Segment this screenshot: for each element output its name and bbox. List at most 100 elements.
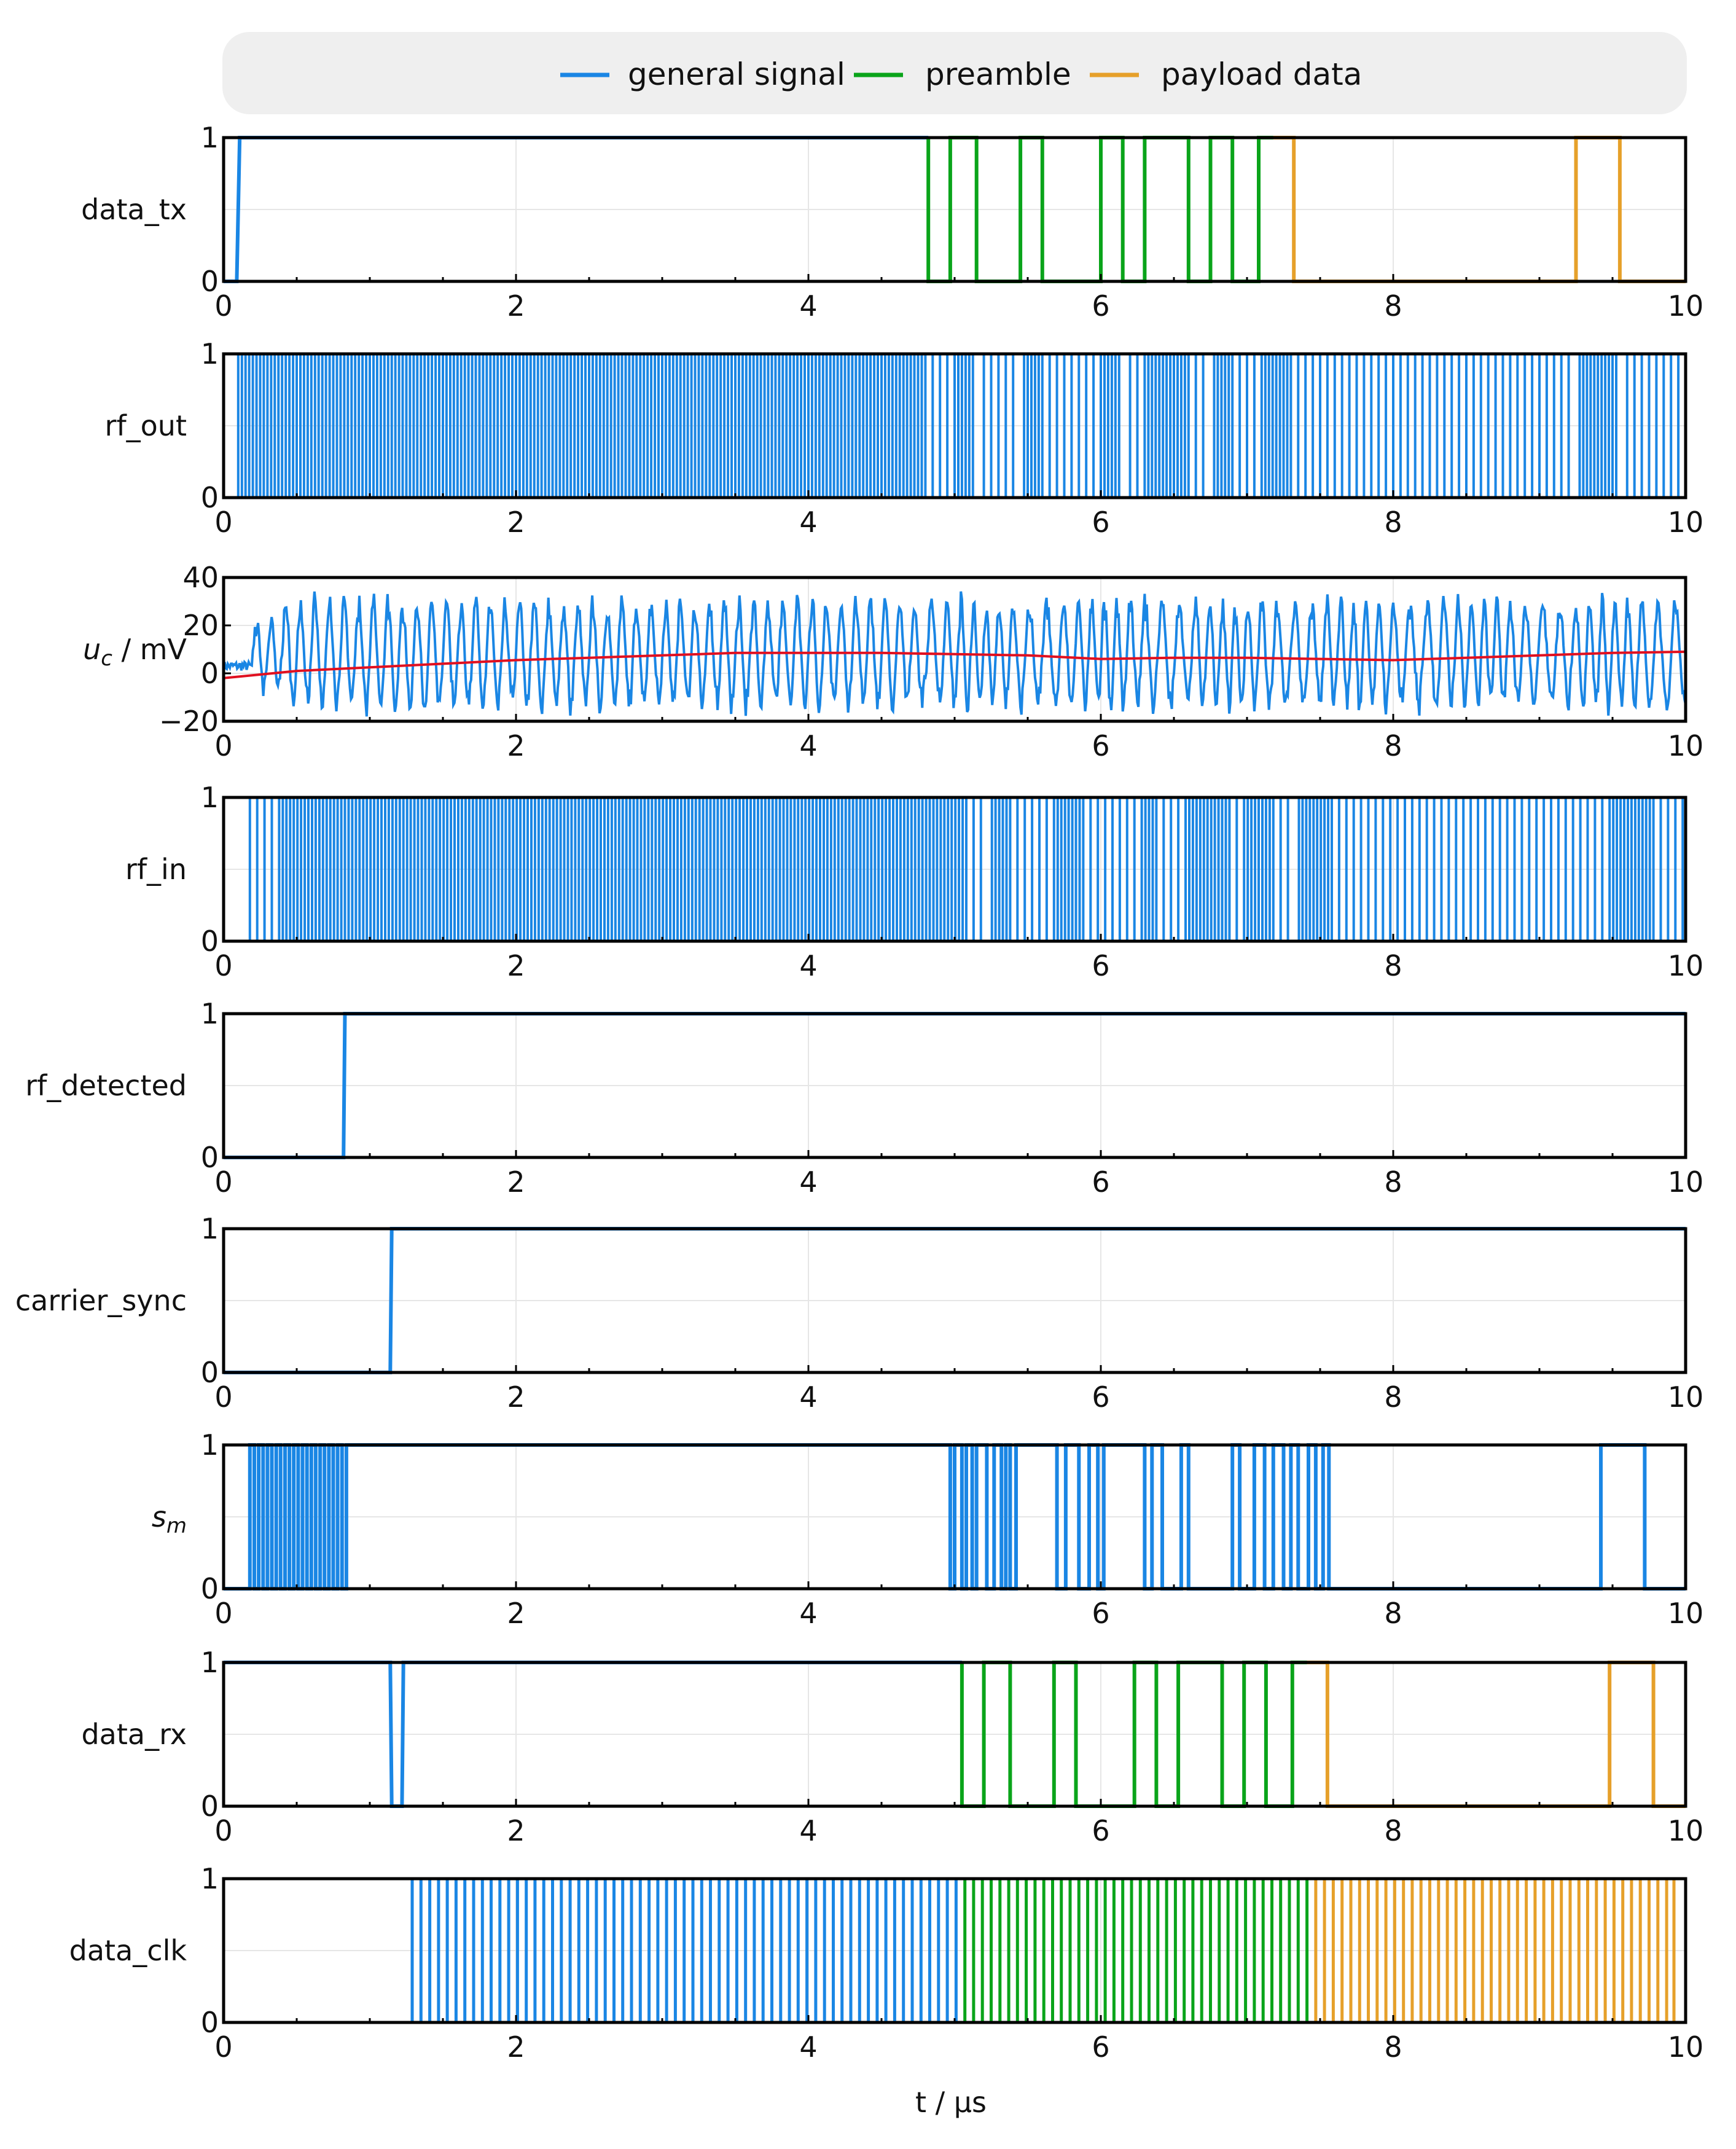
- x-tick-label: 8: [1384, 1380, 1402, 1414]
- x-tick-label: 6: [1092, 1814, 1109, 1847]
- x-tick-label: 0: [214, 2030, 232, 2064]
- y-tick-label: 1: [201, 781, 219, 814]
- y-axis-label: uc / mV: [83, 633, 187, 671]
- x-tick-label: 10: [1668, 2030, 1704, 2064]
- panel-rf-out: 0 2 4 6 8 10 0 1 rf_out: [105, 337, 1704, 539]
- x-tick-label: 10: [1668, 1165, 1704, 1199]
- y-axis-label: rf_detected: [25, 1069, 187, 1102]
- y-tick-label: 0: [201, 1790, 219, 1823]
- x-tick-label: 2: [507, 289, 525, 323]
- signal-data-clk-general: [224, 1877, 965, 2024]
- x-tick-label: 4: [799, 1597, 817, 1630]
- y-tick-label: 0: [201, 1141, 219, 1174]
- x-tick-label: 10: [1668, 1597, 1704, 1630]
- x-tick-label: 0: [214, 1165, 232, 1199]
- x-tick-label: 10: [1668, 949, 1704, 982]
- x-tick-label: 8: [1384, 2030, 1402, 2064]
- legend: general signal preamble payload data: [222, 32, 1687, 114]
- panel-data-tx: 0 2 4 6 8 10 0 1 data_tx: [81, 121, 1703, 323]
- x-tick-label: 8: [1384, 1165, 1402, 1199]
- x-tick-label: 4: [799, 1165, 817, 1199]
- x-tick-label: 6: [1092, 2030, 1109, 2064]
- x-tick-label: 4: [799, 1380, 817, 1414]
- panel-carrier-sync: 0 2 4 6 8 10 0 1 carrier_sync: [15, 1212, 1703, 1414]
- y-tick-label: 0: [201, 265, 219, 298]
- x-tick-label: 2: [507, 1814, 525, 1847]
- y-tick-label: 1: [201, 1862, 219, 1895]
- y-tick-label: 0: [201, 1572, 219, 1605]
- x-tick-label: 2: [507, 949, 525, 982]
- x-tick-label: 0: [214, 949, 232, 982]
- series-data_tx-payload: [1273, 136, 1686, 283]
- x-tick-label: 6: [1092, 1597, 1109, 1630]
- panel-data-rx: 0 2 4 6 8 10 0 1 data_rx: [81, 1646, 1703, 1847]
- x-tick-label: 0: [214, 506, 232, 539]
- y-axis-label: rf_in: [125, 853, 187, 886]
- x-tick-label: 8: [1384, 1597, 1402, 1630]
- x-tick-label: 8: [1384, 1814, 1402, 1847]
- x-tick-label: 4: [799, 729, 817, 762]
- legend-box: [222, 32, 1687, 114]
- x-tick-label: 8: [1384, 729, 1402, 762]
- x-tick-label: 10: [1668, 1380, 1704, 1414]
- legend-label-preamble: preamble: [925, 57, 1071, 92]
- y-tick-label: 20: [182, 609, 219, 642]
- panel-rf-detected: 0 2 4 6 8 10 0 1 rf_detected: [25, 997, 1703, 1199]
- panel-s-m: 0 2 4 6 8 10 0 1 sm: [152, 1428, 1703, 1630]
- y-tick-label: −20: [159, 705, 219, 738]
- plot-area: [224, 591, 1686, 717]
- y-tick-label: 1: [201, 1646, 219, 1679]
- signal-rf_out: [224, 353, 1686, 499]
- y-tick-label: 0: [201, 2006, 219, 2039]
- x-tick-label: 2: [507, 2030, 525, 2064]
- x-tick-label: 6: [1092, 289, 1109, 323]
- x-tick-label: 8: [1384, 289, 1402, 323]
- x-tick-label: 0: [214, 1380, 232, 1414]
- x-tick-label: 4: [799, 506, 817, 539]
- x-tick-label: 4: [799, 289, 817, 323]
- x-axis-label: t / μs: [915, 2086, 987, 2119]
- x-tick-label: 6: [1092, 506, 1109, 539]
- x-tick-label: 10: [1668, 506, 1704, 539]
- x-tick-label: 0: [214, 1597, 232, 1630]
- y-tick-label: 40: [182, 561, 219, 594]
- y-axis-label: data_tx: [81, 193, 187, 226]
- y-axis-label: sm: [152, 1500, 187, 1538]
- plot-area: [224, 353, 1686, 499]
- series-u_c-mean: [224, 650, 1686, 679]
- y-tick-label: 1: [201, 121, 219, 154]
- x-tick-label: 6: [1092, 949, 1109, 982]
- x-tick-label: 2: [507, 729, 525, 762]
- series-data_rx-payload: [1307, 1661, 1686, 1808]
- x-tick-label: 2: [507, 1597, 525, 1630]
- signal-data-clk-preamble: [963, 1877, 1316, 2024]
- signal-u-c: [224, 591, 1686, 717]
- y-tick-label: 0: [201, 657, 219, 690]
- x-tick-label: 2: [507, 1380, 525, 1414]
- x-tick-label: 6: [1092, 1165, 1109, 1199]
- y-tick-label: 1: [201, 337, 219, 370]
- y-tick-label: 0: [201, 925, 219, 958]
- x-tick-label: 10: [1668, 289, 1704, 323]
- panel-rf-in: 0 2 4 6 8 10 0 1 rf_in: [125, 781, 1703, 982]
- x-tick-label: 2: [507, 506, 525, 539]
- legend-label-payload-data: payload data: [1161, 57, 1362, 92]
- y-axis-label: data_rx: [81, 1718, 187, 1751]
- x-tick-label: 0: [214, 729, 232, 762]
- panel-data-clk: 0 2 4 6 8 10 0 1 data_clk: [69, 1862, 1704, 2064]
- y-axis-label: carrier_sync: [15, 1284, 187, 1317]
- y-axis-label: data_clk: [69, 1934, 187, 1967]
- y-tick-label: 1: [201, 997, 219, 1030]
- x-tick-label: 8: [1384, 949, 1402, 982]
- x-tick-label: 2: [507, 1165, 525, 1199]
- x-tick-label: 8: [1384, 506, 1402, 539]
- legend-label-general-signal: general signal: [628, 57, 845, 92]
- y-axis-label: rf_out: [105, 409, 187, 442]
- x-tick-label: 10: [1668, 729, 1704, 762]
- x-tick-label: 6: [1092, 729, 1109, 762]
- x-tick-label: 6: [1092, 1380, 1109, 1414]
- x-tick-label: 4: [799, 2030, 817, 2064]
- x-tick-label: 4: [799, 1814, 817, 1847]
- y-tick-label: 0: [201, 1356, 219, 1389]
